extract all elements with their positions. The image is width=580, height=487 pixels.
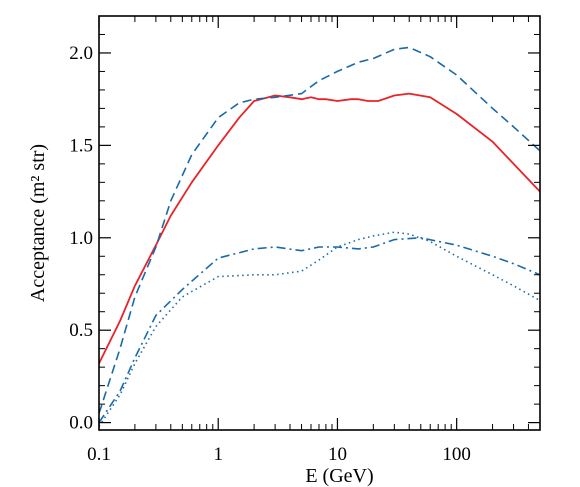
series-line-dotted — [98, 231, 541, 427]
tick-layer — [98, 16, 540, 430]
plot-frame — [98, 15, 541, 431]
y-tick-label: 0.0 — [69, 413, 93, 434]
series-line-dashdot — [98, 237, 541, 424]
y-tick-label: 0.5 — [69, 320, 93, 341]
y-tick-label: 1.0 — [69, 228, 93, 249]
x-tick-label: 10 — [328, 444, 347, 465]
series-layer — [98, 46, 541, 427]
series-line-solid — [98, 92, 541, 364]
y-tick-label: 1.5 — [69, 135, 93, 156]
x-tick-label: 1 — [213, 444, 223, 465]
x-axis-label: E (GeV) — [305, 465, 373, 487]
x-tick-label: 100 — [442, 444, 471, 465]
series-line-dashed — [98, 46, 541, 414]
x-tick-label: 0.1 — [87, 444, 111, 465]
tick-label-layer: 0.1 1 10 100 0.0 0.5 1.0 1.5 2.0 — [69, 43, 471, 465]
y-axis-label: Acceptance (m² str) — [27, 144, 49, 302]
y-tick-label: 2.0 — [69, 43, 93, 64]
